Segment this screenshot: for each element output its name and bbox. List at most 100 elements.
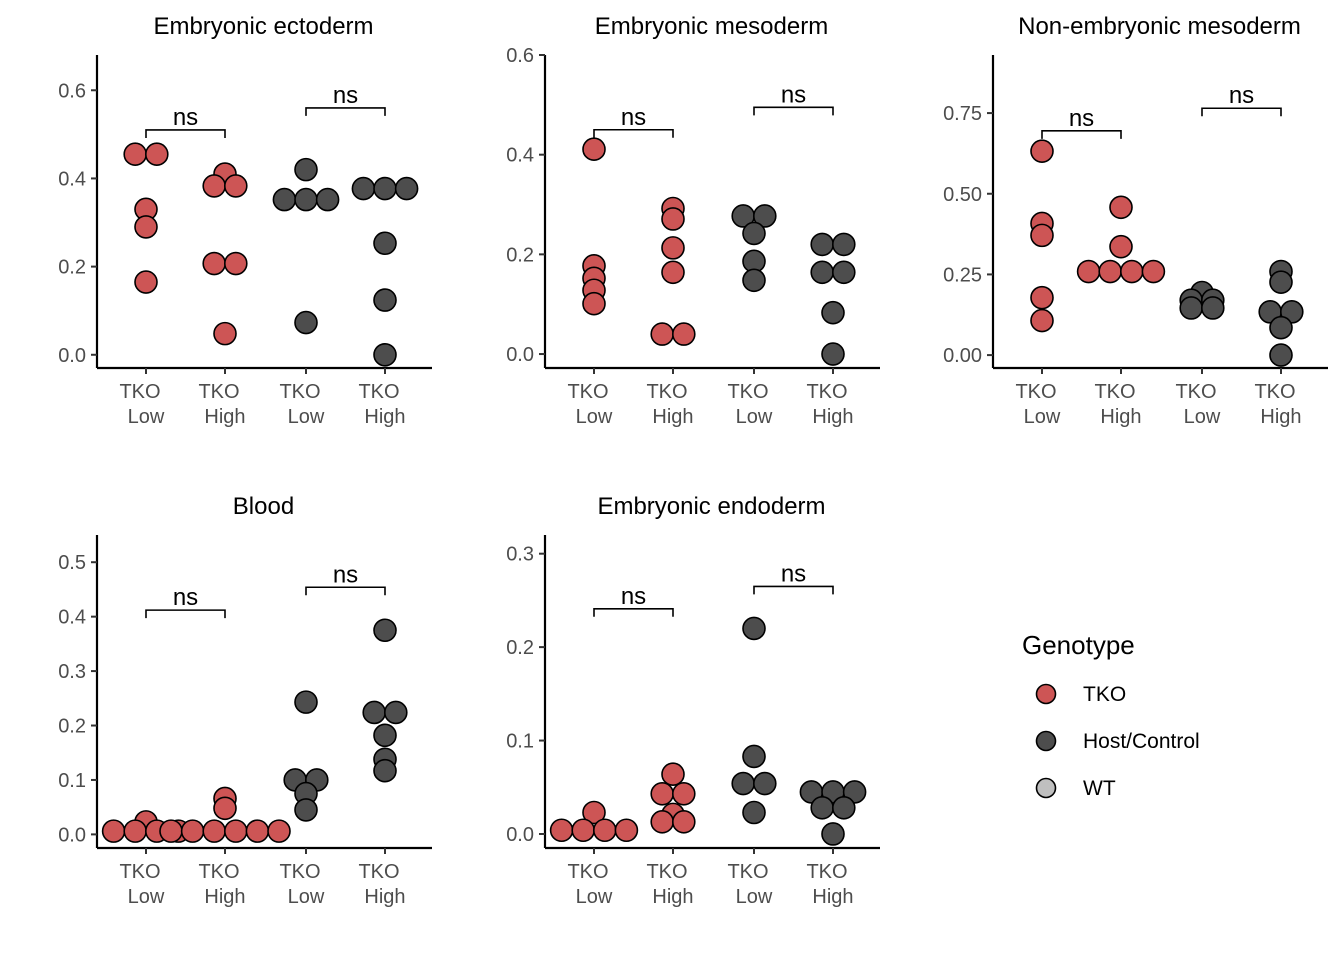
y-tick-label: 0.2 bbox=[506, 637, 534, 659]
x-tick-label: TKO Low bbox=[727, 381, 772, 428]
data-point bbox=[373, 342, 397, 367]
significance-bracket bbox=[593, 608, 674, 617]
x-tick-label: TKO Low bbox=[279, 381, 324, 428]
y-tick-label: 0.0 bbox=[58, 824, 86, 846]
significance-label: ns bbox=[1069, 105, 1094, 132]
legend-label: WT bbox=[1083, 777, 1116, 800]
x-tick-label: TKO Low bbox=[119, 861, 164, 908]
legend-swatch bbox=[1035, 730, 1057, 752]
data-point bbox=[821, 822, 845, 846]
significance-label: ns bbox=[621, 104, 646, 131]
data-point bbox=[821, 300, 845, 325]
y-tick-label: 0.4 bbox=[506, 145, 534, 167]
y-tick-label: 0.0 bbox=[506, 824, 534, 846]
data-point bbox=[742, 616, 766, 641]
data-point bbox=[661, 207, 685, 231]
data-point bbox=[267, 819, 291, 843]
data-point bbox=[831, 260, 856, 285]
data-point bbox=[134, 270, 158, 294]
data-point bbox=[362, 700, 387, 725]
data-point bbox=[752, 771, 777, 796]
x-tick-label: TKO Low bbox=[567, 381, 612, 428]
data-point bbox=[101, 819, 126, 843]
y-tick-label: 0.0 bbox=[58, 345, 86, 367]
data-point bbox=[731, 771, 756, 796]
data-point bbox=[373, 618, 397, 643]
y-tick-label: 0.00 bbox=[943, 345, 982, 367]
data-point bbox=[1141, 259, 1166, 284]
data-point bbox=[661, 236, 685, 260]
x-tick-label: TKO Low bbox=[119, 381, 164, 428]
data-point bbox=[383, 700, 408, 725]
data-point bbox=[671, 782, 696, 806]
panel-5: Embryonic endoderm 0.0 0.1 0.2 0.3 TKO Low TKO H… bbox=[506, 493, 880, 908]
data-point bbox=[245, 819, 270, 843]
significance-bracket bbox=[1201, 107, 1282, 117]
data-point bbox=[123, 819, 147, 843]
panel-title: Non-embryonic mesoderm bbox=[1018, 13, 1301, 40]
significance-label: ns bbox=[781, 81, 806, 108]
data-point bbox=[224, 174, 248, 198]
significance-bracket bbox=[753, 585, 834, 595]
x-tick-label: TKO High bbox=[198, 381, 245, 428]
y-tick-label: 0.2 bbox=[506, 244, 534, 266]
data-point bbox=[202, 819, 226, 843]
panel-3: Non-embryonic mesoderm 0.00 0.25 0.50 0.75 TK… bbox=[943, 13, 1328, 428]
legend-swatch bbox=[1035, 777, 1057, 799]
x-tick-label: TKO High bbox=[358, 381, 405, 428]
x-tick-label: TKO High bbox=[806, 861, 853, 908]
y-tick-label: 0.50 bbox=[943, 184, 982, 206]
data-point bbox=[1030, 285, 1054, 310]
data-point bbox=[661, 762, 685, 786]
x-tick-label: TKO Low bbox=[567, 861, 612, 908]
data-point bbox=[592, 818, 617, 843]
legend-title: Genotype bbox=[1022, 630, 1135, 660]
y-tick-label: 0.75 bbox=[943, 103, 982, 125]
data-point bbox=[202, 251, 226, 276]
significance-label: ns bbox=[333, 561, 358, 588]
data-point bbox=[549, 818, 574, 843]
data-point bbox=[821, 342, 845, 366]
panel-title: Blood bbox=[233, 493, 294, 520]
data-point bbox=[1179, 296, 1203, 320]
panel-1: Embryonic ectoderm 0.0 0.2 0.4 0.6 TKO Low TKO H… bbox=[58, 13, 432, 428]
significance-bracket bbox=[1041, 130, 1122, 139]
data-point bbox=[1030, 139, 1054, 163]
data-point bbox=[134, 215, 158, 239]
data-point bbox=[1076, 259, 1101, 284]
data-point bbox=[145, 142, 169, 166]
x-tick-label: TKO High bbox=[806, 381, 853, 428]
data-point bbox=[123, 142, 147, 166]
data-point bbox=[571, 818, 596, 843]
data-point bbox=[1030, 223, 1054, 248]
panel-title: Embryonic mesoderm bbox=[595, 13, 828, 40]
x-tick-label: TKO Low bbox=[279, 861, 324, 908]
data-point bbox=[650, 322, 675, 346]
data-point bbox=[351, 176, 376, 201]
data-point bbox=[224, 251, 248, 276]
data-point bbox=[1269, 343, 1293, 367]
data-point bbox=[224, 819, 248, 843]
data-point bbox=[373, 231, 397, 256]
data-point bbox=[831, 232, 856, 257]
data-point bbox=[159, 819, 183, 843]
data-point bbox=[180, 819, 205, 843]
data-point bbox=[1269, 315, 1293, 340]
data-point bbox=[742, 800, 766, 825]
data-point bbox=[1109, 195, 1133, 220]
y-tick-label: 0.3 bbox=[58, 661, 86, 683]
legend-label: TKO bbox=[1083, 683, 1126, 706]
data-point bbox=[294, 798, 318, 822]
significance-bracket bbox=[305, 107, 386, 116]
data-point bbox=[650, 782, 675, 806]
data-point bbox=[1120, 259, 1144, 284]
significance-bracket bbox=[753, 106, 834, 116]
data-point bbox=[1201, 296, 1225, 320]
data-point bbox=[831, 796, 856, 820]
x-tick-label: TKO High bbox=[1254, 381, 1301, 428]
significance-label: ns bbox=[781, 560, 806, 587]
data-point bbox=[650, 810, 675, 834]
data-point bbox=[614, 818, 639, 843]
x-tick-label: TKO High bbox=[358, 861, 405, 908]
data-point bbox=[294, 310, 318, 335]
